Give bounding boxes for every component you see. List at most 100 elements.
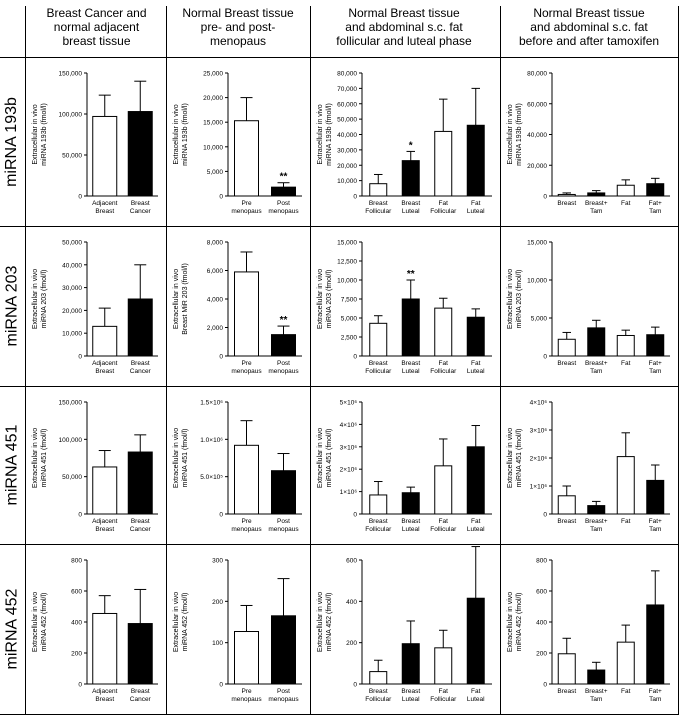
y-tick-label: 50,000 bbox=[337, 117, 357, 124]
y-tick-label: 0 bbox=[219, 194, 223, 201]
bar bbox=[271, 615, 296, 685]
y-axis-label: miRNA 193b (fmol/l) bbox=[326, 103, 333, 166]
y-tick-label: 10,000 bbox=[62, 331, 82, 338]
y-tick-label: 0 bbox=[353, 354, 357, 361]
x-tick-label: Fat bbox=[471, 360, 481, 367]
chart-panel-2-2: Extracellular in vivo miRNA 451 (fmol/l) 0… bbox=[317, 400, 492, 533]
y-axis-label: miRNA 203 (fmol/l) bbox=[516, 270, 523, 329]
x-tick-label: Follicular bbox=[430, 368, 457, 375]
x-tick-label: Fat bbox=[621, 688, 631, 695]
bar bbox=[466, 446, 485, 515]
chart-panel-3-1: Extracellular in vivo miRNA 452 (fmol/l) 0… bbox=[173, 558, 302, 703]
y-tick-label: 40,000 bbox=[527, 132, 547, 139]
bar bbox=[271, 334, 296, 357]
y-tick-label: 1.5×10⁶ bbox=[200, 400, 223, 407]
bar bbox=[557, 653, 576, 685]
y-axis-label: miRNA 452 (fmol/l) bbox=[41, 593, 48, 652]
y-tick-label: 5×10⁶ bbox=[340, 400, 358, 407]
x-tick-label: Fat+ bbox=[649, 200, 662, 207]
x-tick-label: Breast bbox=[557, 200, 576, 207]
x-tick-label: Post bbox=[277, 360, 290, 367]
y-tick-label: 1×10⁶ bbox=[530, 484, 548, 491]
x-tick-label: Breast bbox=[95, 368, 114, 375]
y-tick-label: 6,000 bbox=[207, 268, 224, 275]
x-tick-label: Adjacent bbox=[92, 688, 117, 695]
y-tick-label: 0 bbox=[543, 512, 547, 519]
bar bbox=[557, 338, 576, 357]
y-tick-label: 40,000 bbox=[62, 262, 82, 269]
y-tick-label: 80,000 bbox=[527, 71, 547, 78]
grid-row-divider bbox=[0, 544, 679, 545]
x-tick-label: menopaus bbox=[268, 368, 299, 375]
y-tick-label: 8,000 bbox=[207, 240, 224, 247]
x-tick-label: menopaus bbox=[231, 368, 262, 375]
x-tick-label: Breast bbox=[131, 688, 150, 695]
y-tick-label: 0 bbox=[219, 682, 223, 689]
bar bbox=[127, 298, 153, 357]
chart-panel-1-3: Extracellular in vivo miRNA 203 (fmol/l) 0… bbox=[507, 240, 670, 375]
y-tick-label: 300 bbox=[212, 558, 223, 565]
y-axis-label: Extracellular in vivo bbox=[32, 592, 39, 652]
bar bbox=[557, 495, 576, 515]
bar bbox=[234, 271, 259, 357]
x-tick-label: Fat+ bbox=[649, 360, 662, 367]
y-tick-label: 800 bbox=[71, 558, 82, 565]
y-axis-label: Extracellular in vivo bbox=[507, 269, 514, 329]
x-tick-label: Follicular bbox=[430, 526, 457, 533]
x-tick-label: Breast bbox=[369, 200, 388, 207]
y-tick-label: 2×10⁶ bbox=[530, 456, 548, 463]
x-tick-label: Fat bbox=[439, 200, 449, 207]
x-tick-label: Breast bbox=[369, 360, 388, 367]
chart-panel-3-2: Extracellular in vivo miRNA 452 (fmol/l) 0… bbox=[317, 546, 492, 703]
y-tick-label: 2,000 bbox=[207, 325, 224, 332]
y-tick-label: 0 bbox=[78, 512, 82, 519]
y-axis-label: Extracellular in vivo bbox=[317, 104, 324, 164]
y-tick-label: 0 bbox=[78, 682, 82, 689]
y-tick-label: 50,000 bbox=[62, 240, 82, 247]
chart-panel-3-0: Extracellular in vivo miRNA 452 (fmol/l) 0… bbox=[32, 558, 158, 703]
grid-border-right bbox=[678, 6, 679, 714]
bar bbox=[466, 597, 485, 685]
chart-panel-0-2: Extracellular in vivo miRNA 193b (fmol/l)… bbox=[317, 71, 492, 215]
chart-panel-1-2: Extracellular in vivo miRNA 203 (fmol/l) 0… bbox=[317, 240, 492, 375]
row-label-text: miRNA 203 bbox=[3, 265, 21, 347]
x-tick-label: Fat bbox=[621, 200, 631, 207]
y-tick-label: 25,000 bbox=[203, 71, 223, 78]
x-tick-label: Follicular bbox=[365, 208, 392, 215]
y-axis-label: miRNA 203 (fmol/l) bbox=[41, 270, 48, 329]
y-tick-label: 400 bbox=[71, 620, 82, 627]
x-tick-label: Tam bbox=[649, 208, 661, 215]
y-axis-label: Extracellular in vivo bbox=[507, 104, 514, 164]
y-tick-label: 30,000 bbox=[337, 147, 357, 154]
y-tick-label: 3×10⁶ bbox=[340, 444, 358, 451]
x-tick-label: Follicular bbox=[430, 208, 457, 215]
y-tick-label: 0 bbox=[543, 194, 547, 201]
y-tick-label: 0 bbox=[219, 354, 223, 361]
bar bbox=[234, 631, 259, 685]
x-tick-label: Pre bbox=[241, 518, 252, 525]
bar bbox=[434, 465, 453, 515]
x-tick-label: Luteal bbox=[467, 208, 485, 215]
row-label-text: miRNA 452 bbox=[3, 588, 21, 670]
y-tick-label: 400 bbox=[346, 599, 357, 606]
y-tick-label: 5,000 bbox=[531, 316, 548, 323]
x-tick-label: menopaus bbox=[231, 526, 262, 533]
x-tick-label: menopaus bbox=[268, 526, 299, 533]
y-axis-label: miRNA 451 (fmol/l) bbox=[516, 429, 523, 488]
x-tick-label: Follicular bbox=[365, 696, 392, 703]
y-tick-label: 50,000 bbox=[62, 153, 82, 160]
x-tick-label: Fat bbox=[439, 360, 449, 367]
y-tick-label: 70,000 bbox=[337, 86, 357, 93]
x-tick-label: Cancer bbox=[130, 526, 152, 533]
y-axis-label: Extracellular in vivo bbox=[173, 428, 180, 488]
x-tick-label: Fat bbox=[439, 518, 449, 525]
y-axis-label: Extracellular in vivo bbox=[173, 592, 180, 652]
y-tick-label: 5,000 bbox=[341, 316, 358, 323]
y-tick-label: 15,000 bbox=[337, 240, 357, 247]
bar bbox=[92, 325, 118, 357]
row-label-mirna-203: miRNA 203 bbox=[0, 226, 24, 386]
bar bbox=[616, 334, 635, 357]
x-tick-label: Luteal bbox=[467, 368, 485, 375]
y-tick-label: 4×10⁶ bbox=[340, 422, 358, 429]
x-tick-label: Post bbox=[277, 518, 290, 525]
